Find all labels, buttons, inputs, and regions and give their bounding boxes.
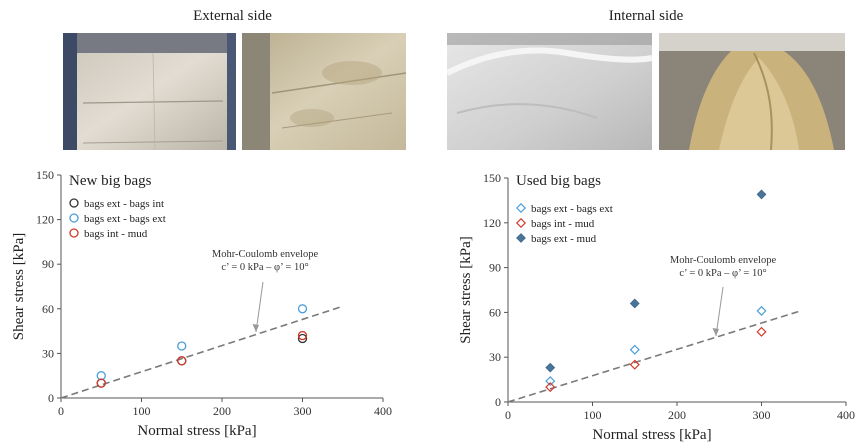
mohr-coulomb-envelope-line (60, 305, 343, 399)
data-point (297, 304, 308, 314)
x-tick-label: 200 (213, 404, 231, 418)
legend-marker (69, 228, 79, 238)
y-tick-label: 120 (36, 213, 54, 227)
photo-external-used-bag (242, 33, 406, 150)
y-tick-label: 150 (483, 171, 501, 185)
caption-internal-side: Internal side (608, 8, 684, 24)
legend-label: bags int - mud (84, 228, 148, 240)
data-point (545, 362, 556, 373)
chart-used-big-bags: 0 100 200 300 400 0 30 60 90 120 150 Normal stress … (458, 171, 855, 443)
data-point (756, 326, 767, 337)
y-tick-label: 0 (48, 391, 54, 405)
legend-label: bags ext - bags ext (84, 213, 166, 225)
x-tick-label: 300 (753, 408, 771, 422)
y-tick-label: 60 (489, 305, 501, 319)
data-point (629, 344, 640, 355)
envelope-label-title: Mohr-Coulomb envelope (670, 255, 777, 266)
data-point (297, 333, 308, 344)
legend-marker (516, 233, 526, 243)
envelope-arrow (255, 281, 264, 333)
x-tick-label: 100 (133, 404, 151, 418)
caption-external-side: External side (193, 8, 272, 24)
legend-marker (515, 217, 527, 229)
data-point (177, 341, 187, 351)
x-tick-label: 400 (837, 408, 855, 422)
y-tick-label: 0 (495, 395, 501, 409)
y-tick-label: 150 (36, 168, 54, 182)
chart-title: New big bags (69, 173, 152, 189)
photo-internal-new-bag (447, 33, 652, 150)
photo-external-new-bag (63, 33, 236, 150)
mohr-coulomb-envelope-line (507, 310, 800, 403)
y-tick-label: 90 (489, 261, 501, 275)
y-tick-label: 120 (483, 216, 501, 230)
x-axis-label: Normal stress [kPa] (592, 427, 711, 443)
x-tick-label: 100 (584, 408, 602, 422)
x-axis-label: Normal stress [kPa] (137, 423, 256, 439)
data-point (297, 330, 308, 341)
envelope-arrow (715, 286, 724, 337)
y-axis-label: Shear stress [kPa] (458, 236, 474, 343)
x-tick-label: 0 (58, 404, 64, 418)
legend-marker (515, 202, 527, 214)
legend-label: bags int - mud (531, 218, 595, 230)
y-tick-label: 30 (489, 350, 501, 364)
x-tick-label: 0 (505, 408, 511, 422)
legend-label: bags ext - mud (531, 233, 597, 245)
x-tick-label: 400 (374, 404, 392, 418)
data-point (629, 359, 640, 370)
legend-label: bags ext - bags int (84, 198, 164, 210)
chart-title: Used big bags (516, 173, 601, 189)
data-point (545, 382, 556, 393)
legend-marker (69, 213, 79, 223)
y-tick-label: 60 (42, 302, 54, 316)
envelope-arrowhead (252, 324, 259, 332)
envelope-label-params: c’ = 0 kPa – φ’ = 10° (221, 262, 308, 273)
envelope-label-params: c’ = 0 kPa – φ’ = 10° (679, 268, 766, 279)
data-point (177, 356, 187, 366)
y-tick-label: 90 (42, 257, 54, 271)
data-point (756, 189, 767, 200)
legend-marker (69, 198, 79, 208)
x-tick-label: 300 (294, 404, 312, 418)
y-axis-label: Shear stress [kPa] (11, 233, 27, 340)
data-point (629, 298, 640, 309)
y-tick-label: 30 (42, 346, 54, 360)
envelope-arrowhead (712, 328, 719, 336)
chart-new-big-bags: 0 100 200 300 400 0 30 60 90 120 150 Normal stress … (11, 168, 392, 439)
data-point (96, 378, 106, 388)
x-tick-label: 200 (668, 408, 686, 422)
photo-internal-used-bag (659, 33, 845, 150)
data-point (545, 376, 556, 387)
legend-label: bags ext - bags ext (531, 203, 613, 215)
envelope-label-title: Mohr-Coulomb envelope (212, 249, 319, 260)
data-point (756, 305, 767, 316)
